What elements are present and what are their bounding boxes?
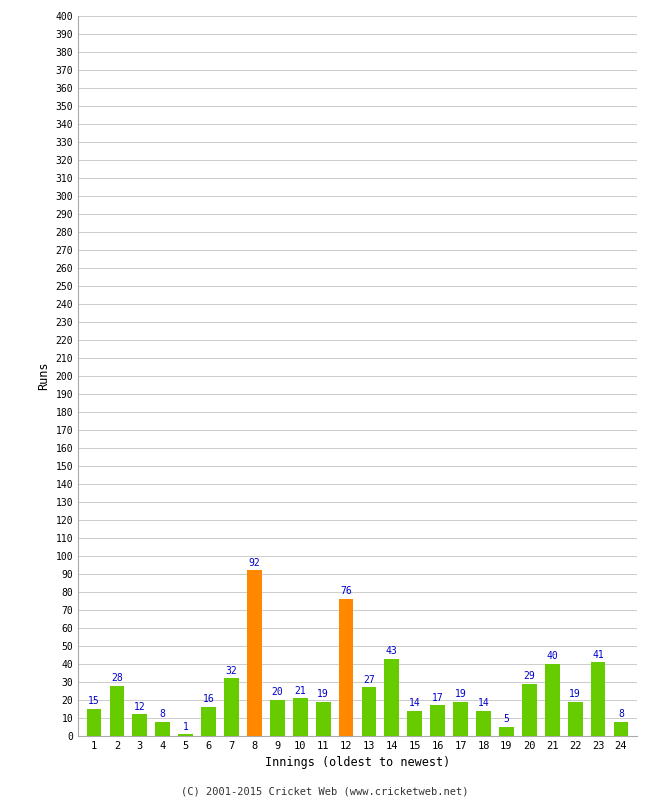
Text: 12: 12 [134, 702, 146, 712]
Text: 16: 16 [203, 694, 215, 705]
Text: 27: 27 [363, 674, 375, 685]
Bar [316, 702, 331, 736]
Bar [133, 714, 148, 736]
Bar [155, 722, 170, 736]
Bar [545, 664, 560, 736]
Bar [522, 684, 537, 736]
Bar [224, 678, 239, 736]
Text: 8: 8 [618, 709, 624, 719]
Text: 5: 5 [504, 714, 510, 724]
Text: 8: 8 [160, 709, 166, 719]
Text: 40: 40 [547, 651, 558, 662]
Text: 76: 76 [340, 586, 352, 597]
Text: 19: 19 [455, 689, 467, 699]
Bar [201, 707, 216, 736]
Bar [453, 702, 468, 736]
Text: 29: 29 [523, 671, 535, 681]
Text: 14: 14 [478, 698, 489, 708]
Text: 28: 28 [111, 673, 123, 683]
Text: 19: 19 [569, 689, 581, 699]
Text: 32: 32 [226, 666, 237, 676]
Bar [86, 709, 101, 736]
Bar [476, 711, 491, 736]
Bar [109, 686, 124, 736]
X-axis label: Innings (oldest to newest): Innings (oldest to newest) [265, 757, 450, 770]
Text: 15: 15 [88, 696, 100, 706]
Text: 19: 19 [317, 689, 329, 699]
Text: 41: 41 [592, 650, 604, 659]
Bar [567, 702, 582, 736]
Text: 17: 17 [432, 693, 443, 702]
Text: 92: 92 [248, 558, 260, 568]
Y-axis label: Runs: Runs [37, 362, 50, 390]
Bar [384, 658, 399, 736]
Text: 43: 43 [386, 646, 398, 656]
Bar [361, 687, 376, 736]
Bar [614, 722, 629, 736]
Bar [430, 706, 445, 736]
Bar [499, 727, 514, 736]
Bar [339, 599, 354, 736]
Bar [247, 570, 262, 736]
Text: (C) 2001-2015 Cricket Web (www.cricketweb.net): (C) 2001-2015 Cricket Web (www.cricketwe… [181, 786, 469, 796]
Text: 21: 21 [294, 686, 306, 695]
Text: 14: 14 [409, 698, 421, 708]
Bar [178, 734, 193, 736]
Bar [408, 711, 422, 736]
Bar [292, 698, 307, 736]
Text: 20: 20 [272, 687, 283, 698]
Bar [270, 700, 285, 736]
Text: 1: 1 [183, 722, 188, 731]
Bar [591, 662, 606, 736]
